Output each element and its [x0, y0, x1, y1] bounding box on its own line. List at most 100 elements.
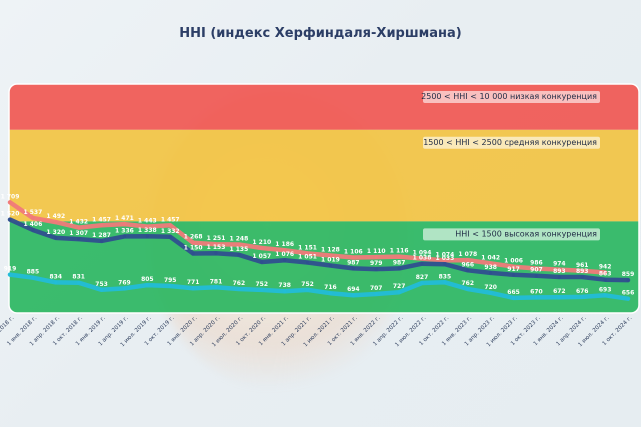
data-point	[557, 267, 561, 272]
data-label: 1 116	[390, 248, 409, 255]
data-label: 834	[50, 273, 63, 280]
data-label: 805	[141, 276, 154, 283]
data-label: 781	[210, 278, 223, 285]
data-label: 1 320	[46, 229, 65, 236]
data-point	[77, 237, 81, 241]
data-point	[8, 217, 12, 222]
data-point	[237, 242, 241, 247]
data-label: 942	[599, 264, 612, 271]
data-point	[397, 266, 401, 270]
data-label: 987	[393, 259, 406, 266]
plot-frame	[8, 83, 640, 314]
data-label: 1 074	[435, 251, 454, 258]
data-point	[557, 295, 561, 299]
data-label: 670	[530, 288, 543, 295]
zone-label-1: 1500 < HHI < 2500 средняя конкуренция	[423, 138, 597, 147]
data-label: 1 457	[92, 216, 111, 223]
data-label: 1 287	[92, 232, 111, 239]
data-label: 1 038	[413, 255, 432, 262]
data-point	[99, 288, 104, 292]
data-point	[122, 286, 127, 290]
data-point	[8, 273, 12, 277]
data-point	[351, 255, 355, 260]
data-label: 753	[95, 281, 108, 288]
data-label: 1 153	[207, 244, 226, 251]
data-point	[283, 258, 287, 262]
data-label: 1 019	[321, 256, 340, 263]
data-point	[420, 281, 424, 285]
data-label: 1 520	[1, 211, 20, 218]
data-label: 693	[599, 286, 612, 293]
data-point	[374, 267, 378, 271]
series-line-1	[7, 217, 631, 283]
data-point	[397, 290, 401, 294]
data-point	[420, 256, 424, 261]
data-label: 752	[256, 281, 269, 288]
data-point	[443, 258, 447, 263]
data-label: 966	[462, 261, 475, 268]
data-label: 859	[622, 271, 635, 278]
data-point	[305, 288, 310, 292]
data-point	[191, 251, 195, 256]
data-label: 917	[507, 266, 520, 273]
data-point	[99, 239, 104, 243]
data-label: 1 151	[298, 244, 317, 251]
zone-label-box-2	[423, 228, 600, 241]
data-point	[145, 234, 149, 238]
data-point	[511, 273, 516, 277]
data-label: 1 057	[252, 253, 271, 260]
data-label: 769	[118, 279, 131, 286]
data-point	[534, 274, 539, 278]
zone-band-0	[9, 84, 639, 130]
data-label: 1 406	[23, 221, 42, 228]
data-label: 665	[507, 289, 520, 296]
data-label: 1 135	[229, 246, 248, 253]
data-label: 1 248	[229, 235, 248, 242]
data-point	[580, 269, 584, 273]
data-point	[305, 260, 310, 265]
data-label: 752	[301, 281, 314, 288]
data-label: 1 471	[115, 215, 134, 222]
data-label: 986	[530, 259, 543, 266]
data-point	[397, 254, 401, 259]
zone-label-box-0	[423, 91, 600, 103]
data-point	[54, 220, 58, 224]
data-label: 1 042	[481, 254, 500, 261]
data-label: 676	[576, 288, 589, 295]
data-point	[420, 262, 424, 266]
data-point	[534, 266, 539, 271]
data-label: 1 251	[207, 235, 226, 242]
data-point	[260, 288, 264, 292]
data-label: 1 033	[435, 255, 454, 262]
data-label: 1 150	[184, 244, 203, 251]
data-point	[466, 287, 470, 291]
data-point	[122, 222, 127, 226]
chart-title: HHI (индекс Херфиндаля-Хиршмана)	[179, 26, 462, 41]
data-point	[443, 262, 447, 266]
data-point	[580, 295, 584, 299]
data-label: 795	[164, 277, 177, 284]
data-label: 1 106	[344, 248, 363, 255]
data-point	[122, 234, 127, 239]
data-point	[557, 275, 561, 279]
data-label: 1 492	[46, 213, 65, 220]
data-point	[31, 276, 35, 280]
data-label: 1 709	[1, 193, 20, 200]
data-point	[580, 275, 584, 279]
data-point	[260, 260, 264, 264]
data-point	[374, 255, 378, 259]
data-label: 1 094	[413, 250, 432, 257]
data-point	[489, 291, 493, 295]
data-label: 1 128	[321, 246, 340, 253]
data-point	[328, 263, 333, 268]
data-point	[283, 289, 287, 293]
data-point	[626, 278, 630, 282]
data-point	[351, 266, 355, 270]
data-label: 961	[576, 262, 589, 269]
data-point	[443, 280, 447, 284]
data-point	[214, 251, 218, 255]
zone-label-2: HHI < 1500 высокая конкуренция	[455, 229, 597, 238]
data-label: 762	[462, 280, 475, 287]
data-label: 694	[347, 286, 360, 293]
